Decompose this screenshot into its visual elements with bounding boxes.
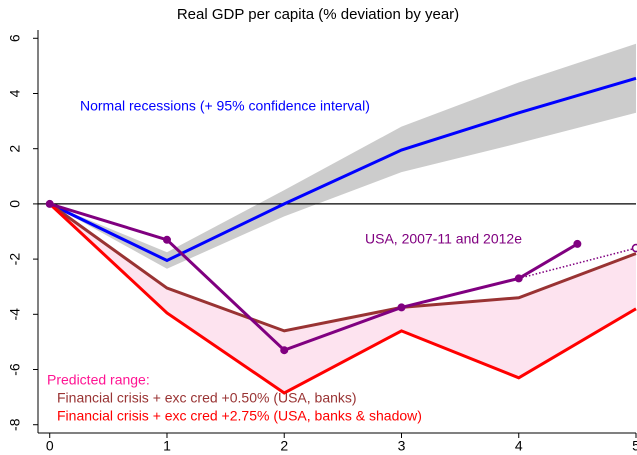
annotation: Normal recessions (+ 95% confidence inte… bbox=[80, 98, 370, 114]
x-tick-label: 5 bbox=[632, 438, 637, 454]
x-tick-label: 4 bbox=[515, 438, 523, 454]
series-line bbox=[48, 202, 637, 395]
point bbox=[162, 235, 171, 244]
x-tick-label: 0 bbox=[46, 438, 54, 454]
x-tick-label: 2 bbox=[280, 438, 288, 454]
series-line bbox=[49, 76, 637, 263]
y-tick-label: -4 bbox=[7, 308, 23, 321]
x-tick-label: 3 bbox=[398, 438, 406, 454]
point bbox=[280, 346, 289, 355]
series-line bbox=[49, 202, 579, 352]
open-point bbox=[631, 243, 637, 253]
point bbox=[45, 199, 54, 208]
y-tick-label: 2 bbox=[7, 145, 23, 153]
y-tick-label: -8 bbox=[7, 418, 23, 431]
chart-title: Real GDP per capita (% deviation by year… bbox=[177, 6, 459, 23]
point bbox=[397, 303, 406, 312]
predicted-range-fill bbox=[49, 203, 637, 393]
x-tick-label: 1 bbox=[163, 438, 171, 454]
confidence-band bbox=[49, 43, 637, 269]
y-tick-label: 4 bbox=[7, 89, 23, 97]
annotation: Predicted range: bbox=[47, 372, 150, 388]
annotation: Financial crisis + exc cred +0.50% (USA,… bbox=[57, 390, 357, 406]
y-tick-label: -2 bbox=[7, 253, 23, 266]
y-tick-label: 6 bbox=[7, 34, 23, 42]
annotation: USA, 2007-11 and 2012e bbox=[365, 231, 522, 247]
annotation: Financial crisis + exc cred +2.75% (USA,… bbox=[57, 408, 422, 424]
series-line bbox=[48, 202, 637, 333]
y-tick-label: 0 bbox=[7, 200, 23, 208]
point bbox=[573, 239, 582, 248]
dotted-line bbox=[518, 247, 637, 280]
y-tick-label: -6 bbox=[7, 363, 23, 376]
